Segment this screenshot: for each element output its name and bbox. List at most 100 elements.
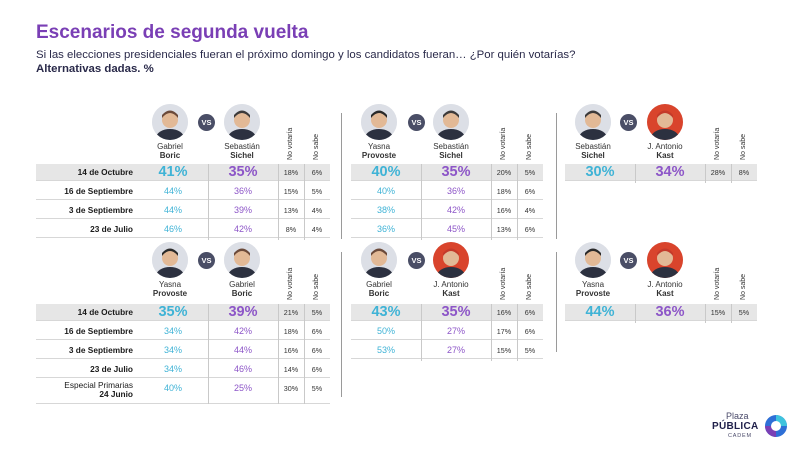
- candidate-b-value: 35%: [228, 164, 258, 180]
- candidate-photo-icon: [224, 104, 260, 140]
- candidate-a-value: 50%: [376, 326, 395, 336]
- vs-badge: VS: [620, 114, 637, 131]
- vs-badge: VS: [620, 252, 637, 269]
- no-votaria-value: 28%: [710, 168, 726, 177]
- candidate-name: J. Antonio Kast: [635, 142, 695, 160]
- no-sabe-value: 5%: [738, 308, 750, 317]
- row-date-label: 23 de Julio: [90, 364, 133, 374]
- no-votaria-value: 14%: [283, 365, 299, 374]
- candidate-name: Gabriel Boric: [349, 280, 409, 298]
- candidate-b-value: 27%: [446, 326, 465, 336]
- column-separator: [208, 164, 209, 240]
- row-date-label: 16 de Septiembre: [64, 186, 133, 196]
- no-sabe-value: 6%: [311, 168, 323, 177]
- no-sabe-value: 5%: [311, 384, 323, 393]
- candidate-a-value: 44%: [163, 205, 182, 215]
- no-votaria-value: 16%: [496, 206, 512, 215]
- no-votaria-value: 16%: [496, 308, 512, 317]
- no-sabe-header: No sabe: [313, 133, 320, 160]
- no-votaria-value: 13%: [496, 225, 512, 234]
- row-date-label: 3 de Septiembre: [68, 345, 133, 355]
- candidate-name: J. Antonio Kast: [421, 280, 481, 298]
- no-votaria-header: No votaría: [714, 267, 721, 300]
- no-votaria-value: 15%: [496, 346, 512, 355]
- table-row: 14 de Octubre 35% 39% 21% 5%: [36, 304, 330, 321]
- table-row: 16 de Septiembre 44% 36% 15% 5%: [36, 183, 330, 200]
- candidate-b-value: 42%: [233, 224, 252, 234]
- candidate-name: Yasna Provoste: [140, 280, 200, 298]
- candidate-photo: [575, 104, 611, 140]
- no-votaria-value: 17%: [496, 327, 512, 336]
- question-subtitle: Si las elecciones presidenciales fueran …: [36, 49, 576, 61]
- candidate-last-name: Boric: [368, 289, 390, 298]
- candidate-a-value: 40%: [371, 164, 401, 180]
- candidate-last-name: Kast: [656, 151, 674, 160]
- candidate-first-name: Sebastián: [575, 142, 611, 151]
- no-sabe-value: 6%: [311, 365, 323, 374]
- candidate-photo: [433, 104, 469, 140]
- candidate-first-name: Yasna: [581, 280, 605, 289]
- no-sabe-value: 4%: [311, 206, 323, 215]
- candidate-a-value: 40%: [376, 186, 395, 196]
- no-sabe-value: 6%: [524, 187, 536, 196]
- column-separator: [304, 164, 305, 240]
- row-date-label: 14 de Octubre: [77, 307, 133, 317]
- column-separator: [517, 304, 518, 361]
- column-separator: [421, 164, 422, 240]
- candidate-photo: [152, 242, 188, 278]
- alternatives-note: Alternativas dadas. %: [36, 63, 154, 75]
- candidate-photo-icon: [224, 242, 260, 278]
- column-separator: [491, 304, 492, 361]
- candidate-photo-icon: [361, 104, 397, 140]
- candidate-photo: [152, 104, 188, 140]
- candidate-last-name: Provoste: [152, 289, 188, 298]
- table-row: 3 de Septiembre 44% 39% 13% 4%: [36, 202, 330, 219]
- no-votaria-value: 20%: [496, 168, 512, 177]
- no-votaria-value: 15%: [710, 308, 726, 317]
- candidate-b-value: 25%: [233, 383, 252, 393]
- no-sabe-header: No sabe: [740, 273, 747, 300]
- table-row: 23 de Julio 34% 46% 14% 6%: [36, 361, 330, 378]
- candidate-a-value: 41%: [158, 164, 188, 180]
- candidate-photo: [361, 242, 397, 278]
- column-separator: [705, 304, 706, 323]
- no-votaria-value: 16%: [283, 346, 299, 355]
- no-votaria-value: 13%: [283, 206, 299, 215]
- no-sabe-value: 6%: [311, 346, 323, 355]
- no-sabe-value: 5%: [311, 187, 323, 196]
- logo-mark-icon: [765, 415, 787, 437]
- candidate-first-name: Gabriel: [157, 142, 183, 151]
- candidate-last-name: Sichel: [230, 151, 254, 160]
- panel-divider: [556, 252, 557, 352]
- no-sabe-value: 4%: [311, 225, 323, 234]
- row-date-label: 16 de Septiembre: [64, 326, 133, 336]
- no-sabe-value: 5%: [524, 168, 536, 177]
- candidate-b-value: 35%: [441, 304, 471, 320]
- candidate-last-name: Provoste: [575, 289, 611, 298]
- candidate-a-value: 40%: [163, 383, 182, 393]
- candidate-b-value: 34%: [655, 164, 685, 180]
- candidate-last-name: Sichel: [581, 151, 605, 160]
- table-row: 44% 36% 15% 5%: [565, 304, 757, 321]
- candidate-photo-icon: [152, 242, 188, 278]
- candidate-photo-icon: [433, 242, 469, 278]
- candidate-b-value: 36%: [233, 186, 252, 196]
- candidate-b-value: 36%: [446, 186, 465, 196]
- candidate-photo: [224, 104, 260, 140]
- candidate-photo: [224, 242, 260, 278]
- candidate-photo: [361, 104, 397, 140]
- candidate-a-value: 36%: [376, 224, 395, 234]
- no-sabe-header: No sabe: [740, 133, 747, 160]
- candidate-first-name: Yasna: [158, 280, 182, 289]
- table-row: 23 de Julio 46% 42% 8% 4%: [36, 221, 330, 238]
- row-date-label: 14 de Octubre: [77, 167, 133, 177]
- candidate-last-name: Kast: [442, 289, 460, 298]
- candidate-first-name: J. Antonio: [647, 280, 683, 289]
- table-row: 43% 35% 16% 6%: [351, 304, 543, 321]
- no-sabe-value: 6%: [524, 327, 536, 336]
- candidate-b-value: 36%: [655, 304, 685, 320]
- no-votaria-header: No votaría: [500, 127, 507, 160]
- candidate-b-value: 46%: [233, 364, 252, 374]
- column-separator: [731, 164, 732, 183]
- no-votaria-value: 15%: [283, 187, 299, 196]
